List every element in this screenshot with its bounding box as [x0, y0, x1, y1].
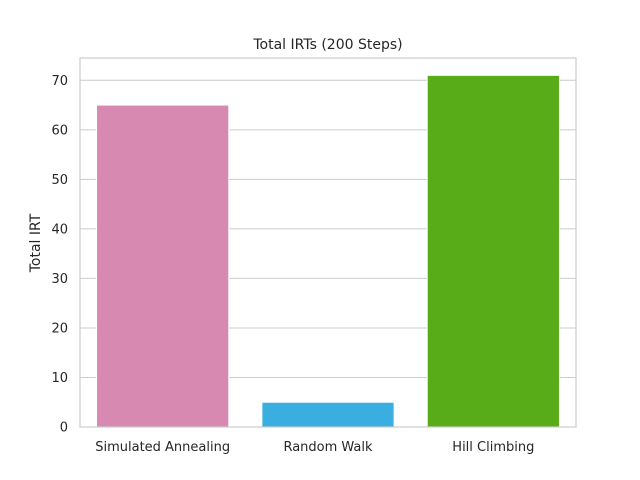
bar-random-walk	[261, 401, 395, 428]
y-tick-label: 50	[51, 173, 68, 188]
chart-title: Total IRTs (200 Steps)	[252, 37, 402, 53]
y-tick-label: 60	[51, 123, 68, 138]
x-tick-label: Simulated Annealing	[95, 440, 230, 455]
y-axis-label: Total IRT	[28, 213, 44, 273]
y-tick-label: 0	[60, 421, 68, 436]
y-tick-labels: 0 10 20 30 40 50 60 70	[51, 74, 68, 436]
x-tick-label: Random Walk	[283, 440, 373, 455]
y-tick-label: 70	[51, 74, 68, 89]
plot-frame	[79, 57, 577, 428]
y-tick-label: 10	[51, 371, 68, 386]
bar-hill-climbing	[426, 74, 560, 428]
y-tick-label: 20	[51, 321, 68, 336]
x-tick-label: Hill Climbing	[452, 440, 534, 455]
bar-simulated-annealing	[96, 104, 230, 428]
x-tick-labels: Simulated Annealing Random Walk Hill Climb…	[95, 440, 534, 455]
bars	[96, 74, 560, 428]
y-tick-label: 30	[51, 272, 68, 287]
y-tick-label: 40	[51, 222, 68, 237]
